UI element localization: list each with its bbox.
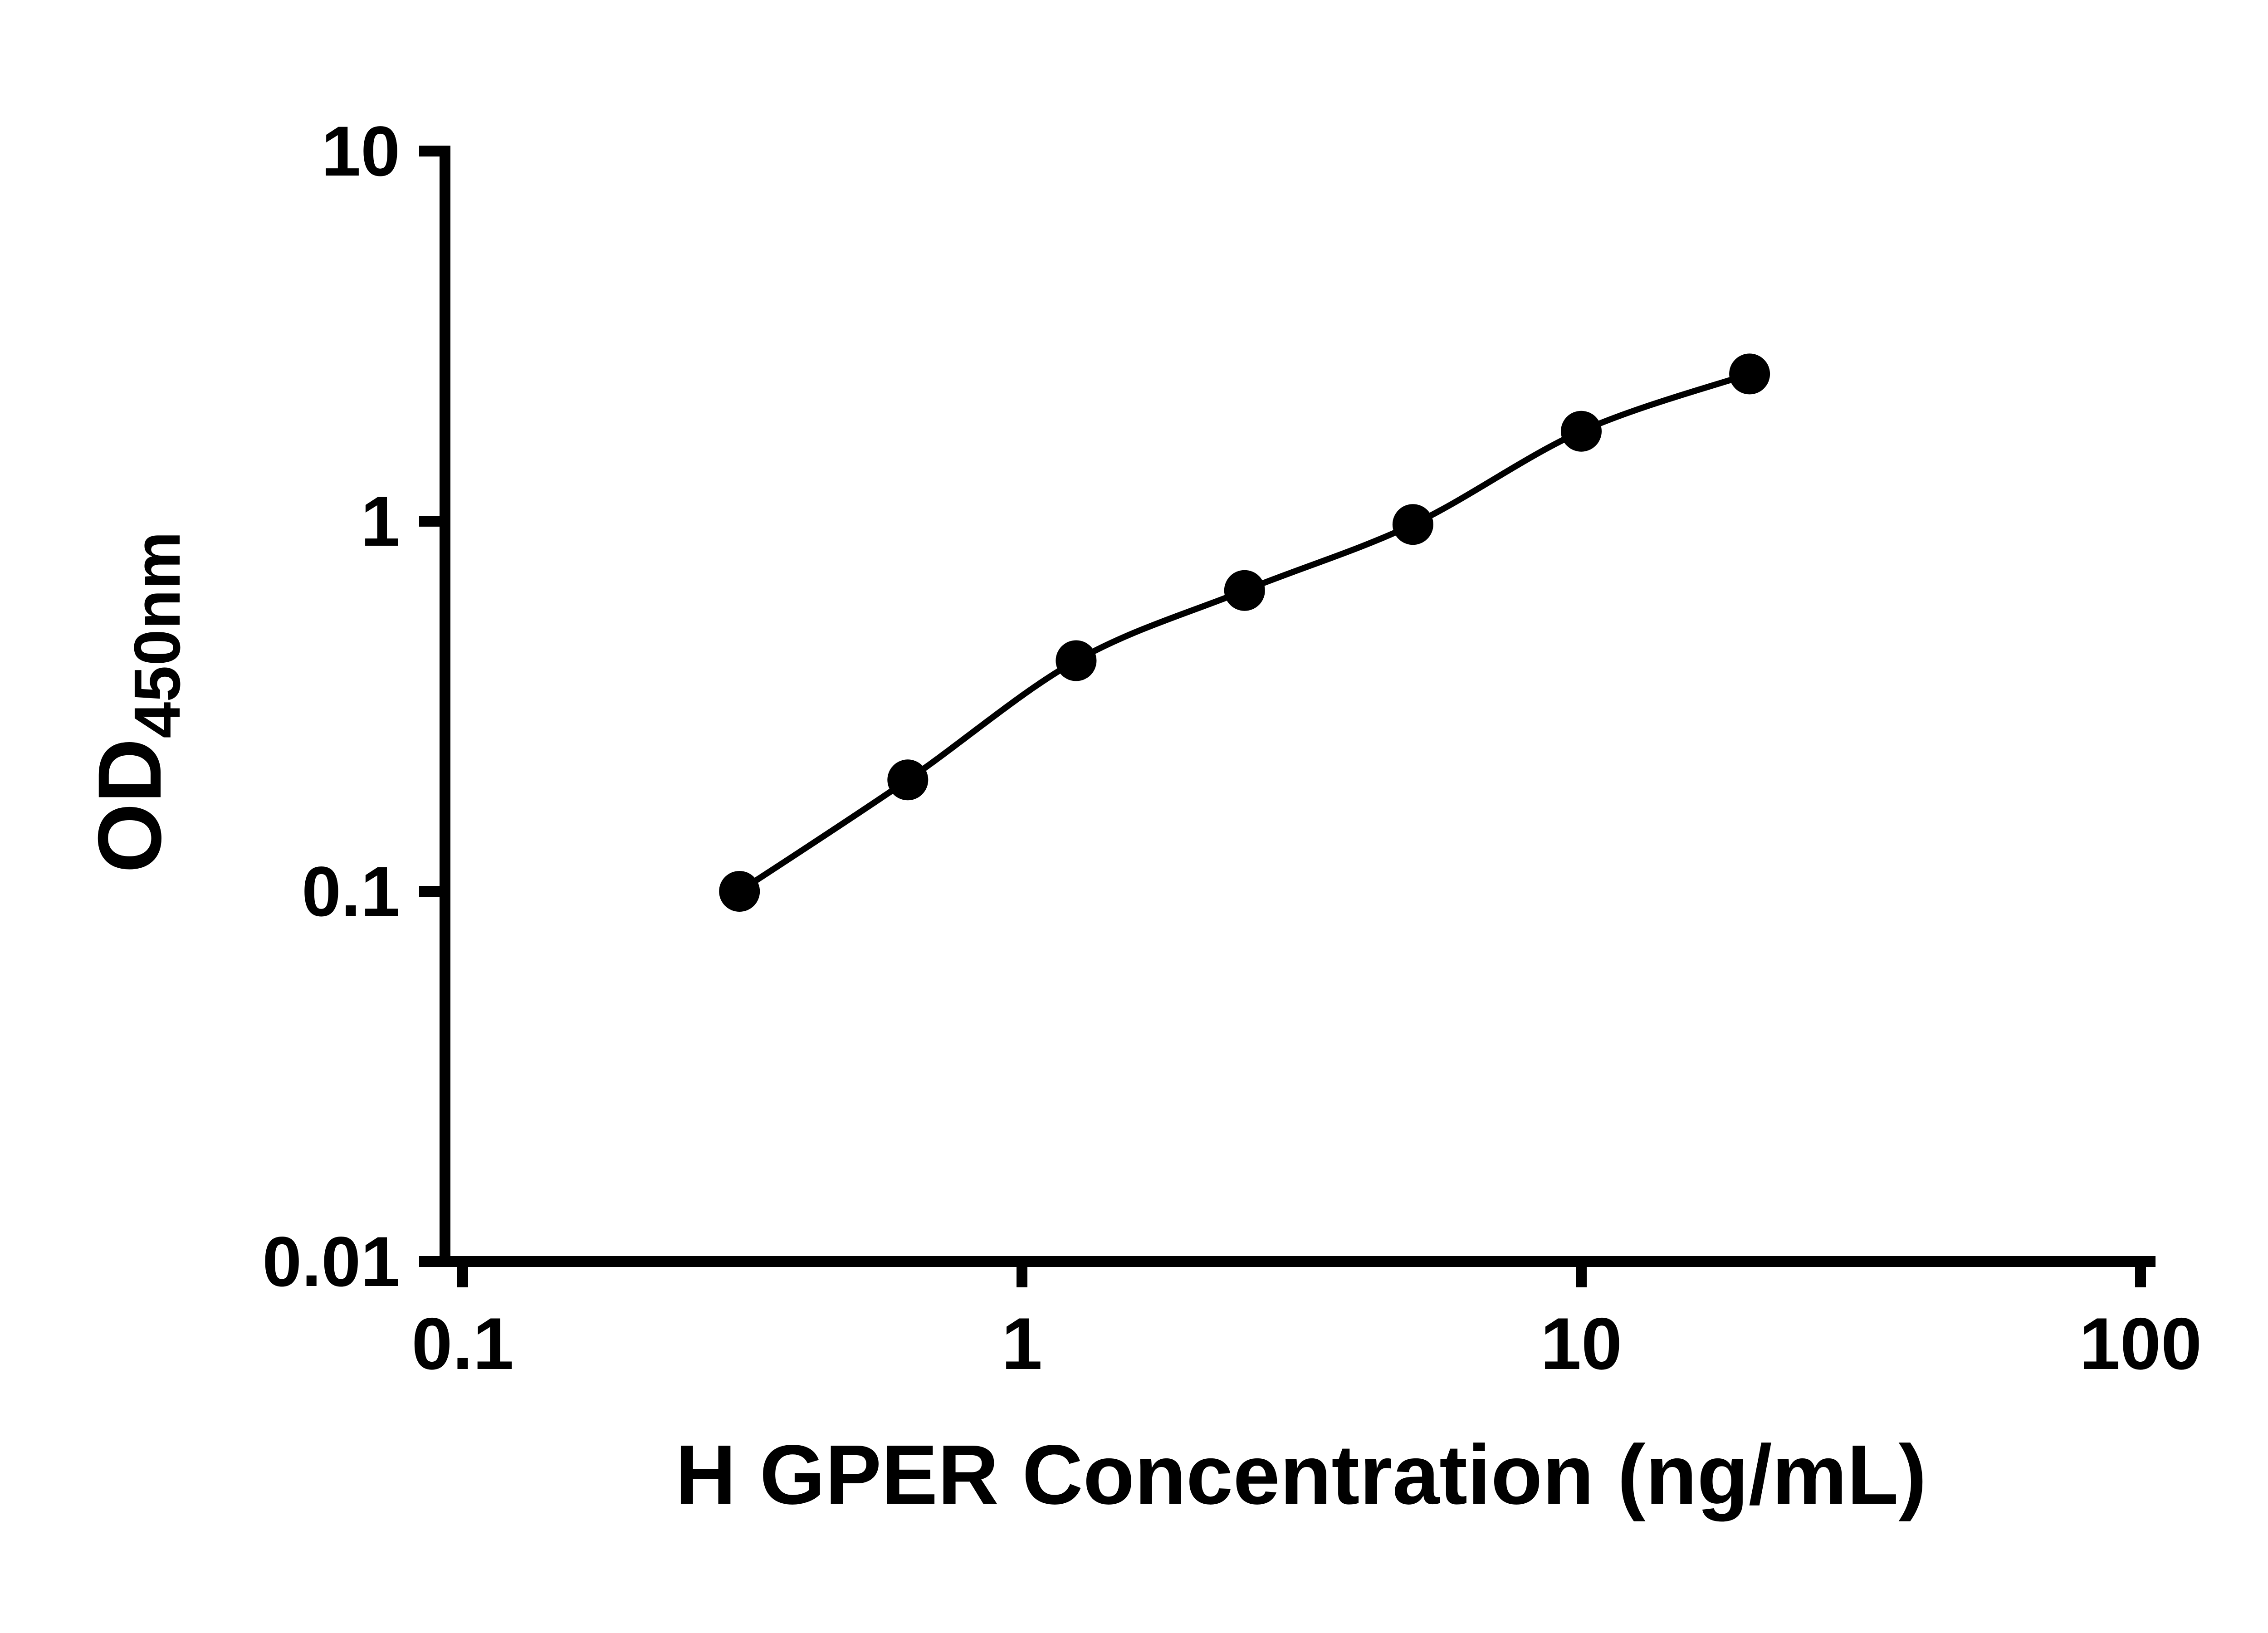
y-tick-label: 0.01 [262, 1222, 400, 1301]
y-axis-title-main: OD [79, 738, 180, 873]
x-tick-label: 100 [2079, 1303, 2202, 1385]
x-tick-label: 10 [1540, 1303, 1622, 1385]
data-point [1392, 504, 1433, 545]
data-point [1729, 353, 1770, 395]
y-tick-label: 10 [321, 112, 400, 191]
y-tick-label: 0.1 [302, 852, 400, 931]
y-axis-title: OD450nm [79, 531, 194, 873]
x-tick-label: 0.1 [411, 1303, 513, 1385]
axes [440, 146, 2156, 1267]
data-point [1224, 570, 1265, 611]
data-point [719, 871, 760, 912]
curve-line [738, 371, 1751, 894]
data-point [1056, 640, 1097, 681]
y-tick-label: 1 [361, 482, 400, 561]
data-point [1561, 411, 1602, 452]
data-point [887, 759, 929, 801]
y-axis-title-subscript: 450nm [121, 531, 194, 738]
axis-ticks [419, 146, 2146, 1287]
data-series [719, 353, 1770, 912]
x-axis-title: H GPER Concentration (ng/mL) [675, 1428, 1927, 1522]
x-tick-label: 1 [1002, 1303, 1042, 1385]
